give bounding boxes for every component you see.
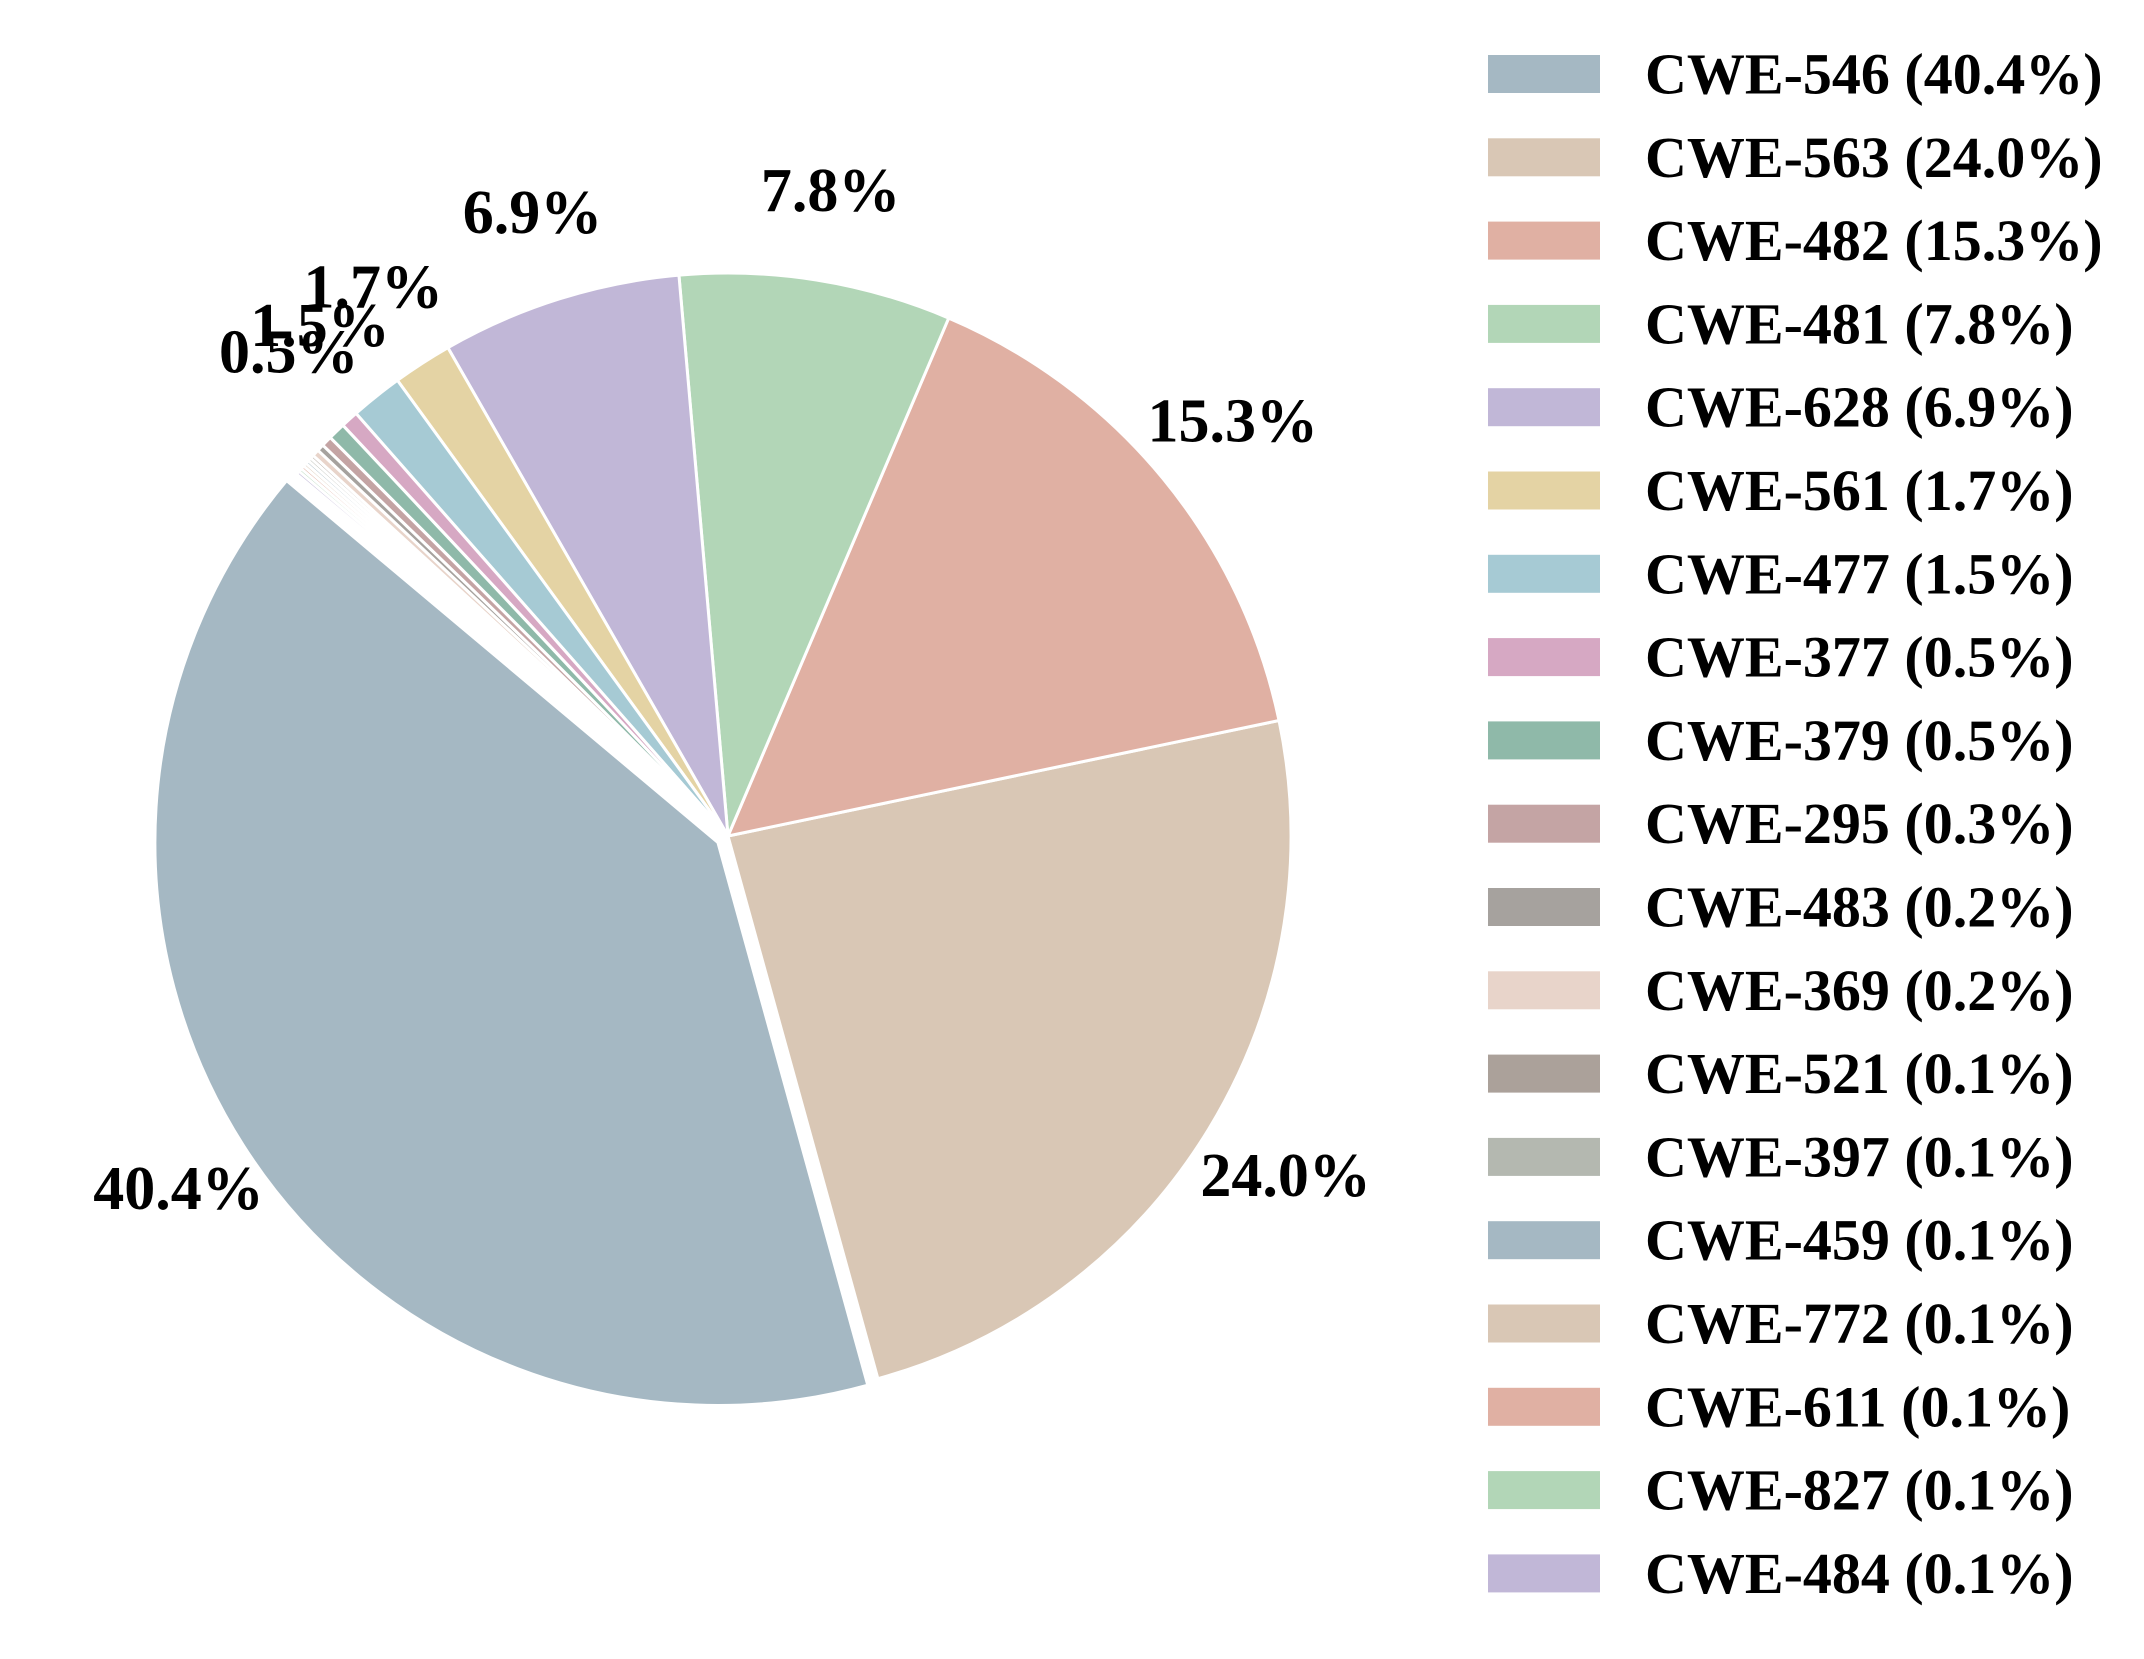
slice-percent-label: 1.7% — [304, 254, 444, 322]
legend-swatch — [1488, 1304, 1600, 1343]
legend-entry-label: CWE-611 (0.1%) — [1645, 1374, 2070, 1439]
pie-slice-cwe-563 — [726, 718, 1293, 1381]
pie-percent-labels: 40.4% 24.0% 15.3% 7.8% 6.9% 1.7%1.5%0.5% — [93, 157, 1371, 1223]
pie-slice-cwe-482 — [726, 316, 1281, 838]
legend-swatch — [1488, 304, 1600, 343]
legend-swatch — [1488, 1137, 1600, 1176]
pie-slice-cwe-481 — [677, 271, 951, 838]
legend-swatch — [1488, 471, 1600, 510]
legend-entry-label: CWE-397 (0.1%) — [1645, 1124, 2074, 1189]
pie-slice-cwe-484 — [295, 469, 730, 838]
slice-percent-label: 1.5% — [250, 292, 390, 360]
legend-swatch — [1488, 971, 1600, 1010]
legend-entry-label: CWE-628 (6.9%) — [1645, 375, 2074, 440]
legend-entry-label: CWE-295 (0.3%) — [1645, 791, 2074, 856]
legend-entry-label: CWE-827 (0.1%) — [1645, 1458, 2074, 1523]
pie-slice-cwe-628 — [446, 273, 730, 838]
slice-percent-label: 40.4% — [93, 1155, 264, 1223]
legend-entry-label: CWE-772 (0.1%) — [1645, 1291, 2074, 1356]
pie-slice-cwe-546 — [153, 479, 870, 1407]
legend-entry-label: CWE-546 (40.4%) — [1645, 42, 2103, 107]
legend-entry-label: CWE-483 (0.2%) — [1645, 875, 2074, 940]
legend-swatch — [1488, 1471, 1600, 1510]
legend-swatch — [1488, 888, 1600, 926]
legend-swatch — [1488, 638, 1600, 677]
slice-percent-label: 6.9% — [463, 179, 603, 247]
legend-swatch — [1488, 138, 1600, 177]
legend-entry-label: CWE-459 (0.1%) — [1645, 1208, 2074, 1273]
legend-swatch — [1488, 1221, 1600, 1260]
legend-entry-label: CWE-481 (7.8%) — [1645, 291, 2074, 356]
legend-swatch — [1488, 804, 1600, 843]
legend-entry-label: CWE-563 (24.0%) — [1645, 125, 2103, 190]
legend-swatch — [1488, 554, 1600, 593]
legend: CWE-546 (40.4%) CWE-563 (24.0%) CWE-482 (1… — [1488, 42, 2103, 1606]
legend-swatch — [1488, 1554, 1600, 1593]
legend-swatch — [1488, 1054, 1600, 1093]
legend-entry-label: CWE-369 (0.2%) — [1645, 958, 2074, 1023]
legend-entry-label: CWE-561 (1.7%) — [1645, 458, 2074, 523]
slice-percent-label: 15.3% — [1148, 388, 1319, 456]
legend-entry-label: CWE-484 (0.1%) — [1645, 1541, 2074, 1606]
legend-entry-label: CWE-521 (0.1%) — [1645, 1041, 2074, 1106]
legend-swatch — [1488, 388, 1600, 427]
legend-entry-label: CWE-482 (15.3%) — [1645, 208, 2103, 273]
slice-percent-label: 7.8% — [761, 157, 901, 225]
legend-swatch — [1488, 221, 1600, 260]
legend-entry-label: CWE-377 (0.5%) — [1645, 625, 2074, 690]
legend-swatch — [1488, 1387, 1600, 1426]
legend-entry-label: CWE-477 (1.5%) — [1645, 541, 2074, 606]
legend-swatch — [1488, 55, 1600, 93]
slice-percent-label: 0.5% — [219, 319, 359, 387]
legend-entry-label: CWE-379 (0.5%) — [1645, 708, 2074, 773]
legend-swatch — [1488, 721, 1600, 760]
slice-percent-label: 24.0% — [1200, 1142, 1371, 1210]
pie-slices — [153, 271, 1293, 1407]
